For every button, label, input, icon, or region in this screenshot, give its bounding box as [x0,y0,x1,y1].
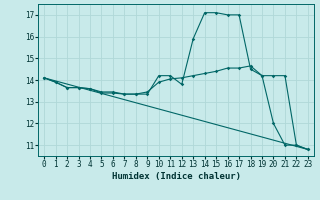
X-axis label: Humidex (Indice chaleur): Humidex (Indice chaleur) [111,172,241,181]
